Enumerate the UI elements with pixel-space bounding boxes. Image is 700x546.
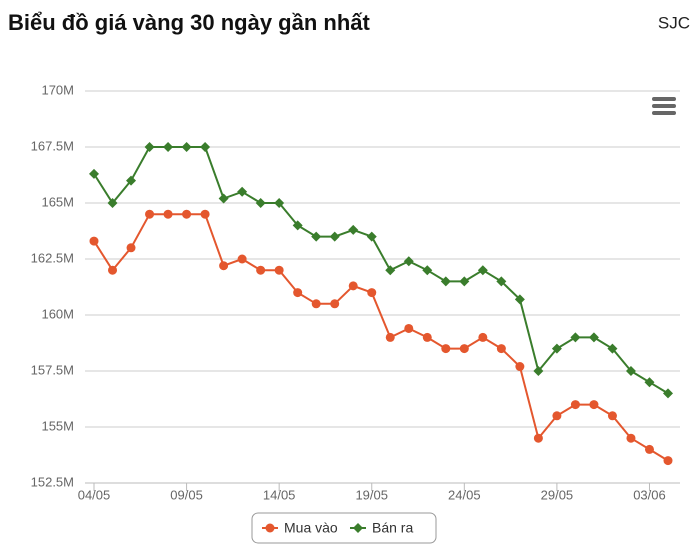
point <box>311 231 322 242</box>
y-tick-label: 157.5M <box>31 362 74 377</box>
point <box>644 377 655 388</box>
point <box>348 281 358 291</box>
point <box>663 456 673 466</box>
point <box>163 209 173 219</box>
legend-marker <box>353 523 363 533</box>
point <box>274 198 285 208</box>
y-tick-label: 170M <box>41 82 74 97</box>
legend-box <box>251 512 437 544</box>
point <box>422 332 432 342</box>
point <box>256 265 266 275</box>
x-tick-label: 29/05 <box>541 487 574 502</box>
point <box>200 142 211 152</box>
point <box>237 186 248 197</box>
point <box>607 343 618 354</box>
menu-button[interactable] <box>652 97 676 115</box>
point <box>533 366 544 376</box>
legend-label: Mua vào <box>284 520 338 536</box>
menu-bar <box>652 97 676 101</box>
x-tick-label: 03/06 <box>633 487 666 502</box>
y-tick-label: 155M <box>41 418 74 433</box>
legend-item[interactable]: Mua vào <box>262 520 338 536</box>
point <box>274 265 284 275</box>
point <box>663 388 673 399</box>
point <box>366 231 377 242</box>
point <box>496 276 507 287</box>
legend-marker <box>265 523 275 533</box>
legend-item[interactable]: Bán ra <box>350 520 413 536</box>
x-tick-label: 09/05 <box>170 487 203 502</box>
point <box>422 265 433 276</box>
point <box>144 142 155 152</box>
y-tick-label: 152.5M <box>31 474 74 489</box>
y-tick-label: 165M <box>41 194 74 209</box>
point <box>570 400 580 410</box>
chart-title: Biểu đồ giá vàng 30 ngày gần nhất <box>8 10 371 35</box>
point <box>404 323 414 333</box>
point <box>145 209 155 219</box>
series-line <box>93 146 669 395</box>
point <box>126 175 137 186</box>
point <box>588 332 599 343</box>
point <box>625 366 636 376</box>
point <box>385 332 395 342</box>
point <box>626 433 636 443</box>
point <box>403 256 414 267</box>
point <box>108 265 118 275</box>
chart-subtitle: SJC <box>658 13 690 32</box>
point <box>514 294 525 305</box>
point <box>478 332 488 342</box>
point <box>441 344 451 354</box>
point <box>477 265 488 276</box>
point <box>126 243 136 253</box>
point <box>182 209 192 219</box>
point <box>440 276 451 287</box>
point <box>163 142 174 152</box>
point <box>89 236 99 246</box>
point <box>237 254 247 264</box>
point <box>293 288 303 298</box>
point <box>551 343 562 354</box>
point <box>181 142 192 152</box>
x-tick-label: 04/05 <box>78 487 111 502</box>
point <box>459 276 470 287</box>
legend-label: Bán ra <box>372 520 413 536</box>
point <box>607 411 617 421</box>
point <box>107 198 118 208</box>
point <box>218 193 229 204</box>
y-tick-label: 160M <box>41 306 74 321</box>
point <box>89 168 99 179</box>
point <box>496 344 506 354</box>
x-tick-label: 24/05 <box>448 487 481 502</box>
x-tick-label: 19/05 <box>355 487 388 502</box>
point <box>311 299 321 309</box>
point <box>589 400 599 410</box>
point <box>200 209 210 219</box>
point <box>515 362 525 372</box>
point <box>459 344 469 354</box>
menu-bar <box>652 111 676 115</box>
point <box>552 411 562 421</box>
point <box>348 224 359 235</box>
point <box>255 198 266 208</box>
point <box>385 265 396 276</box>
point <box>367 288 377 298</box>
point <box>570 332 581 343</box>
y-tick-label: 167.5M <box>31 138 74 153</box>
y-tick-label: 162.5M <box>31 250 74 265</box>
point <box>292 220 303 231</box>
point <box>533 433 543 443</box>
point <box>330 299 340 309</box>
menu-bar <box>652 104 676 108</box>
x-tick-label: 14/05 <box>263 487 296 502</box>
point <box>219 261 229 271</box>
point <box>644 444 654 454</box>
point <box>329 231 340 242</box>
